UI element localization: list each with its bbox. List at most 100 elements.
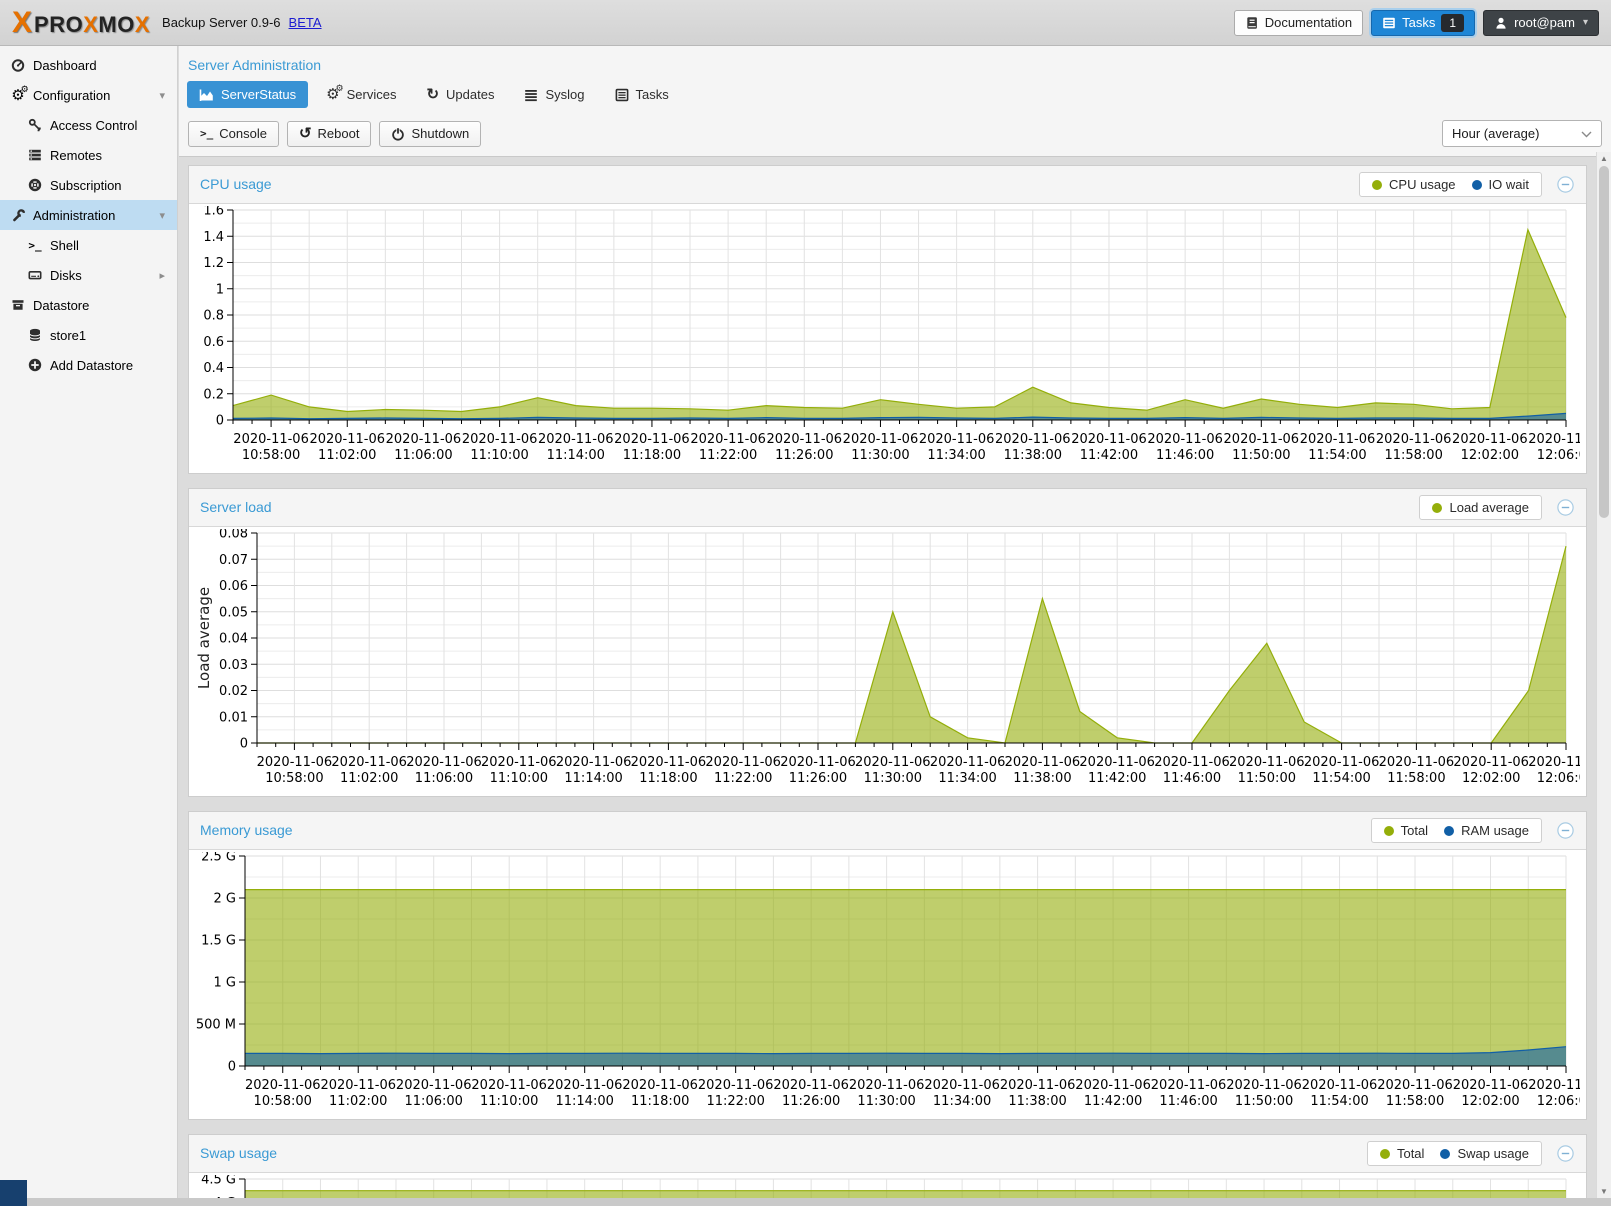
services-icon: ⚙ ⚙	[326, 83, 344, 103]
legend-item-total[interactable]: Total	[1379, 1146, 1424, 1161]
svg-text:2020-11-06: 2020-11-06	[1302, 1078, 1378, 1093]
svg-text:11:50:00: 11:50:00	[1232, 448, 1290, 463]
svg-text:1.5 G: 1.5 G	[201, 934, 236, 949]
database-icon	[27, 328, 43, 342]
sidebar-item-subscription[interactable]: Subscription	[0, 170, 177, 200]
chart-icon	[199, 88, 214, 102]
legend-item-swap-usage[interactable]: Swap usage	[1440, 1146, 1529, 1161]
console-button[interactable]: >_ Console	[188, 120, 279, 147]
sidebar-item-add-datastore[interactable]: Add Datastore	[0, 350, 177, 380]
collapse-panel-button[interactable]	[1557, 822, 1574, 839]
svg-text:0.01: 0.01	[219, 710, 248, 725]
collapse-panel-button[interactable]	[1557, 1145, 1574, 1162]
chart-title: Server load	[200, 499, 272, 515]
tasks-count-badge: 1	[1441, 13, 1465, 32]
svg-text:11:38:00: 11:38:00	[1008, 1094, 1066, 1109]
shell-icon: >_	[28, 238, 42, 252]
chart-panel-memory-usage: Memory usage Total RAM usage 0 500 M 1 G 1.5…	[188, 811, 1604, 1120]
legend-item-load-average[interactable]: Load average	[1432, 500, 1529, 515]
collapse-panel-button[interactable]	[1557, 499, 1574, 516]
svg-text:0.02: 0.02	[219, 684, 248, 699]
tasks-button[interactable]: Tasks 1	[1371, 9, 1476, 36]
tab-services[interactable]: ⚙ ⚙ Services	[314, 81, 408, 108]
tasks-label: Tasks	[1402, 15, 1436, 30]
svg-text:2.5 G: 2.5 G	[201, 852, 236, 865]
user-menu-button[interactable]: root@pam ▾	[1483, 9, 1599, 36]
svg-text:11:30:00: 11:30:00	[864, 771, 922, 786]
sidebar-item-store1[interactable]: store1	[0, 320, 177, 350]
chart-legend: Load average	[1419, 495, 1542, 520]
book-icon	[1245, 16, 1259, 30]
svg-text:11:22:00: 11:22:00	[706, 1094, 764, 1109]
beta-link[interactable]: BETA	[288, 15, 322, 30]
svg-text:2020-11-06: 2020-11-06	[930, 755, 1006, 770]
svg-text:2020-11-06: 2020-11-06	[1528, 1078, 1580, 1093]
tab-tasks[interactable]: Tasks	[603, 81, 681, 108]
svg-text:2020-11-06: 2020-11-06	[1452, 432, 1528, 447]
svg-text:2020-11-06: 2020-11-06	[622, 1078, 698, 1093]
svg-text:2020-11-06: 2020-11-06	[1154, 755, 1230, 770]
chart-title: Swap usage	[200, 1145, 278, 1161]
documentation-button[interactable]: Documentation	[1233, 9, 1364, 36]
svg-text:2020-11-06: 2020-11-06	[698, 1078, 774, 1093]
svg-text:2020-11-06: 2020-11-06	[1226, 1078, 1302, 1093]
sidebar-item-access-control[interactable]: Access Control	[0, 110, 177, 140]
tab-serverstatus[interactable]: ServerStatus	[187, 81, 309, 108]
scrollbar-thumb[interactable]	[1599, 166, 1609, 518]
svg-text:2020-11-06: 2020-11-06	[614, 432, 690, 447]
sidebar-item-datastore[interactable]: Datastore	[0, 290, 177, 320]
sidebar-item-dashboard[interactable]: Dashboard	[0, 50, 177, 80]
svg-text:11:46:00: 11:46:00	[1159, 1094, 1217, 1109]
sidebar-item-disks[interactable]: Disks ▸	[0, 260, 177, 290]
chevron-right-icon[interactable]: ▸	[159, 269, 165, 282]
legend-item-cpu-usage[interactable]: CPU usage	[1372, 177, 1456, 192]
scroll-down-arrow[interactable]: ▼	[1600, 1187, 1608, 1196]
sidebar-item-shell[interactable]: >_ Shell	[0, 230, 177, 260]
sidebar-item-configuration[interactable]: ⚙ ⚙ Configuration ▾	[0, 80, 177, 110]
svg-text:2020-11-06: 2020-11-06	[1079, 755, 1155, 770]
chevron-down-icon[interactable]: ▾	[159, 89, 165, 102]
legend-item-ram-usage[interactable]: RAM usage	[1444, 823, 1529, 838]
svg-text:11:38:00: 11:38:00	[1004, 448, 1062, 463]
charts-area: CPU usage CPU usage IO wait 0 0.2 0.4 0.6 0.8…	[179, 157, 1611, 1206]
svg-text:2020-11-06: 2020-11-06	[320, 1078, 396, 1093]
dashboard-icon	[10, 58, 26, 72]
sidebar-item-label: Dashboard	[33, 57, 97, 73]
tab-updates[interactable]: ↻ Updates	[414, 81, 506, 108]
vertical-scrollbar[interactable]: ▲ ▼	[1596, 152, 1611, 1198]
svg-text:2020-11-06: 2020-11-06	[690, 432, 766, 447]
time-range-dropdown[interactable]: Hour (average)	[1442, 120, 1602, 147]
svg-text:11:26:00: 11:26:00	[775, 448, 833, 463]
svg-text:10:58:00: 10:58:00	[242, 448, 300, 463]
svg-text:2020-11-06: 2020-11-06	[1000, 1078, 1076, 1093]
collapse-panel-button[interactable]	[1557, 176, 1574, 193]
svg-text:2020-11-06: 2020-11-06	[924, 1078, 1000, 1093]
main-content: Server Administration ServerStatus ⚙ ⚙ Serv…	[179, 46, 1611, 1206]
chevron-down-icon[interactable]: ▾	[159, 209, 165, 222]
shutdown-button[interactable]: Shutdown	[379, 120, 482, 147]
svg-text:11:02:00: 11:02:00	[329, 1094, 387, 1109]
tab-label: Syslog	[545, 87, 585, 102]
sidebar-item-administration[interactable]: Administration ▾	[0, 200, 177, 230]
svg-text:0.6: 0.6	[203, 335, 224, 350]
svg-text:11:14:00: 11:14:00	[547, 448, 605, 463]
tab-syslog[interactable]: Syslog	[512, 81, 596, 108]
chart-legend: Total Swap usage	[1366, 1141, 1542, 1166]
svg-text:2020-11-06: 2020-11-06	[843, 432, 919, 447]
app-header: X PROXMOX Backup Server 0.9-6 BETA Docum…	[0, 0, 1611, 46]
sidebar-item-label: Shell	[50, 237, 79, 253]
scroll-up-arrow[interactable]: ▲	[1600, 154, 1608, 163]
legend-item-io-wait[interactable]: IO wait	[1471, 177, 1529, 192]
legend-item-total[interactable]: Total	[1383, 823, 1428, 838]
svg-text:0.03: 0.03	[219, 658, 248, 673]
bottom-left-artifact	[0, 1180, 27, 1206]
svg-text:1: 1	[216, 282, 224, 297]
svg-text:2020-11-06: 2020-11-06	[406, 755, 482, 770]
key-icon	[27, 118, 43, 132]
reboot-icon: ↺	[298, 125, 312, 142]
logo-letter: PRO	[34, 11, 84, 37]
svg-text:12:02:00: 12:02:00	[1461, 1094, 1519, 1109]
reboot-button[interactable]: ↺ Reboot	[286, 120, 372, 147]
sidebar-item-remotes[interactable]: Remotes	[0, 140, 177, 170]
svg-text:2020-11-06: 2020-11-06	[855, 755, 931, 770]
